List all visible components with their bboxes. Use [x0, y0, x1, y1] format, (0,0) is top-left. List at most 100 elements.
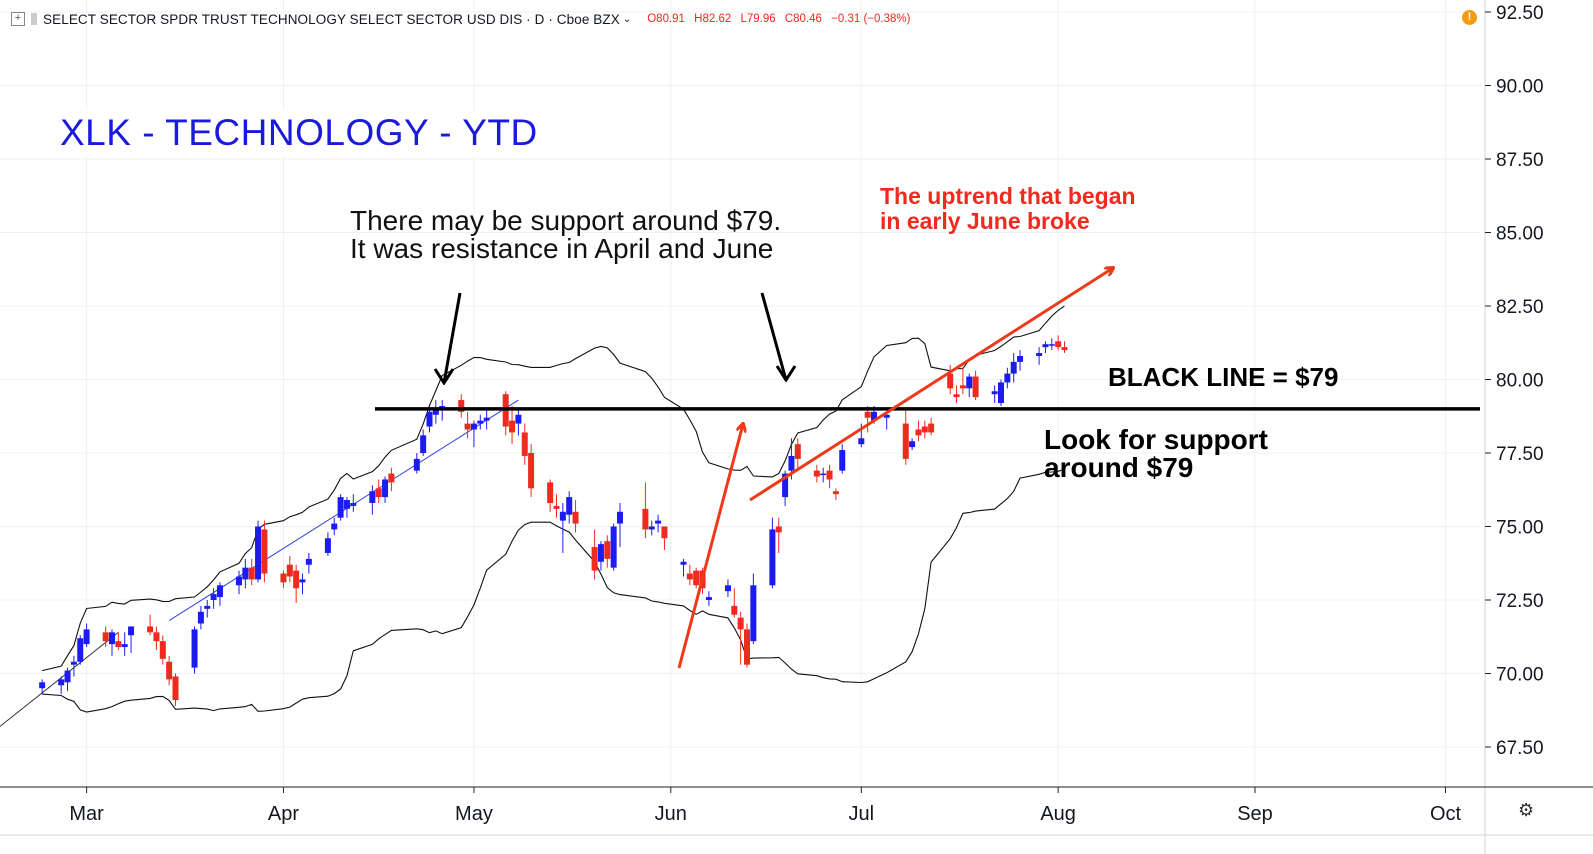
candle-body [242, 567, 249, 580]
price-tick-label: 72.50 [1496, 591, 1544, 612]
time-tick-label: May [455, 803, 493, 825]
chevron-down-icon[interactable]: ⌄ [622, 13, 632, 25]
candle-body [413, 458, 420, 471]
april-resistance-arrow [444, 292, 462, 383]
candle-body [115, 641, 122, 648]
candle-body [820, 473, 827, 476]
candle-body [1042, 344, 1049, 348]
high-value: H82.62 [694, 13, 732, 25]
candle-body [375, 488, 382, 498]
candle-body [153, 632, 160, 642]
price-tick-label: 92.50 [1496, 3, 1544, 24]
candle-body [782, 473, 789, 498]
gear-icon[interactable]: ⚙ [1518, 800, 1535, 820]
candle-body [1055, 341, 1062, 348]
time-tick-label: Oct [1430, 803, 1462, 825]
candle-body [883, 414, 890, 418]
june-resistance-arrow [760, 292, 786, 380]
candle-body [83, 629, 90, 645]
price-tick-label: 67.50 [1496, 738, 1544, 759]
candle-body [172, 676, 179, 700]
candle-body [528, 453, 535, 489]
candle-body [871, 411, 877, 421]
candle-body [788, 455, 795, 471]
candle-body [515, 414, 522, 424]
candle-body [369, 491, 376, 503]
price-tick-label: 77.50 [1496, 444, 1544, 465]
candle-body [642, 508, 649, 530]
symbol-title[interactable]: SELECT SECTOR SPDR TRUST TECHNOLOGY SELE… [43, 11, 620, 27]
close-value: C80.46 [784, 13, 822, 25]
candle-body [794, 444, 801, 459]
candle-body [617, 511, 623, 524]
chart-title-annotation: XLK - TECHNOLOGY - YTD [48, 110, 550, 156]
candle-body [832, 491, 839, 495]
candle-body [1061, 347, 1068, 351]
candle-body [998, 382, 1004, 404]
time-tick-label: Sep [1237, 803, 1273, 825]
candle-body [331, 523, 338, 530]
candle-body [909, 441, 916, 448]
bollinger-bands [41, 305, 1065, 713]
candle-body [839, 450, 846, 471]
candle-body [553, 505, 560, 509]
annotation-lines [375, 268, 1480, 669]
candle-body [724, 585, 731, 592]
candle-body [420, 435, 427, 453]
candle-body [305, 558, 312, 565]
candle-body [280, 573, 287, 583]
time-axis[interactable]: Mar Apr May Jun Jul Aug Sep Oct [0, 786, 1593, 836]
price-axis[interactable]: 92.50 90.00 87.50 85.00 82.50 80.00 77.50 75.00… [1484, 0, 1544, 854]
candle-body [70, 661, 77, 665]
candle-body [826, 470, 833, 480]
warning-icon[interactable]: ! [1462, 10, 1477, 25]
candle-body [775, 526, 782, 533]
candle-body [236, 576, 242, 586]
candle-body [680, 561, 687, 565]
candle-body [864, 411, 871, 418]
candle-body [337, 497, 344, 518]
candle-body [261, 529, 268, 574]
candle-body [591, 547, 598, 571]
expand-icon[interactable]: + [11, 12, 25, 26]
symbol-header: + SELECT SECTOR SPDR TRUST TECHNOLOGY SE… [0, 0, 1480, 38]
candle-body [210, 594, 217, 600]
candle-body [693, 570, 700, 586]
candle-body [255, 526, 262, 580]
candle-body [750, 585, 757, 642]
ohlc-values: O80.91 H82.62 L79.96 C80.46 −0.31 (−0.38… [647, 13, 916, 25]
candle-body [858, 438, 865, 445]
separator [31, 13, 37, 25]
candle-body [343, 500, 350, 509]
candle-body [597, 544, 604, 562]
price-tick-label: 85.00 [1496, 224, 1544, 245]
candle-body [432, 408, 439, 415]
candle-body [1010, 361, 1017, 374]
candle-body [947, 373, 954, 389]
candle-body [102, 632, 109, 642]
candle-body [350, 502, 357, 506]
candle-body [128, 626, 135, 636]
candle-body [769, 529, 776, 586]
candle-body [921, 426, 928, 433]
candle-body [953, 394, 960, 398]
candle-body [705, 597, 712, 600]
lower-band [42, 468, 1065, 713]
candle-body [470, 423, 477, 430]
candle-body [58, 679, 65, 686]
candle-body [204, 605, 211, 609]
candle-body [737, 617, 744, 630]
candle-body [902, 423, 909, 459]
candle-body [77, 638, 84, 662]
price-tick-label: 90.00 [1496, 77, 1544, 98]
candle-body [1048, 344, 1055, 346]
candle-body [566, 497, 573, 515]
candle-body [655, 520, 662, 524]
candle-body [915, 429, 922, 436]
uptrend-arrow [749, 268, 1113, 502]
candle-body [216, 585, 223, 598]
candle-body [648, 526, 655, 530]
candle-body [483, 417, 490, 421]
candle-body [464, 423, 471, 430]
candle-body [477, 420, 484, 424]
